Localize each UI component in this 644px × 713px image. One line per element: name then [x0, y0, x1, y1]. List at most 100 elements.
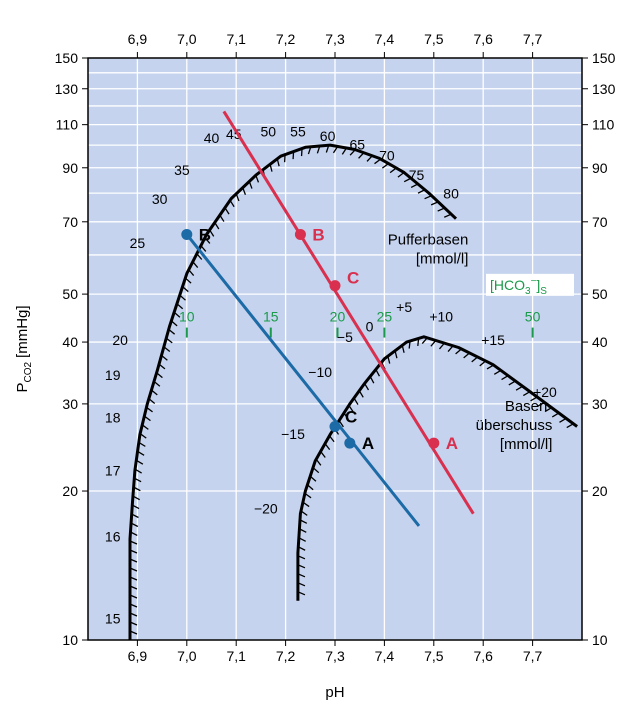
point-B2 — [294, 228, 306, 240]
series-line-line_B — [185, 233, 421, 527]
buffer-base-curve-hatch — [179, 294, 186, 301]
buffer-base-curve-hatch — [138, 441, 146, 447]
base-excess-curve-hatch — [544, 407, 552, 413]
buffer-base-curve-hatch — [242, 187, 247, 195]
buffer-base-label: 55 — [290, 124, 306, 140]
base-excess-curve-hatch — [551, 412, 560, 418]
base-excess-curve-hatch — [408, 340, 411, 349]
buffer-base-curve-hatch — [168, 328, 176, 335]
base-excess-curve-hatch — [297, 591, 306, 596]
point-C2 — [329, 280, 341, 292]
buffer-base-curve-hatch — [129, 540, 138, 545]
base-excess-curve-hatch — [358, 390, 364, 398]
annotations: Pufferbasen [mmol/l] Basen-überschuss [mmol… — [388, 231, 553, 453]
point-B1 — [181, 228, 193, 240]
point-label-A1: A — [362, 434, 374, 453]
buffer-base-label: 35 — [174, 162, 190, 178]
buffer-base-curve-hatch — [136, 459, 144, 465]
bicarbonate-tick-label: 25 — [377, 309, 393, 325]
y-tick-label-left: 150 — [55, 50, 79, 66]
buffer-base-curve-hatch — [255, 174, 260, 183]
buffer-base-label: 15 — [105, 610, 121, 626]
base-excess-label: +10 — [429, 309, 453, 325]
y-tick-label-right: 130 — [592, 81, 616, 97]
buffer-base-label: 60 — [320, 128, 336, 144]
x-tick-label-top: 7,7 — [523, 31, 543, 47]
y-tick-label-right: 40 — [592, 334, 608, 350]
buffer-base-curve-hatch — [131, 513, 139, 519]
buffer-base-curve-hatch — [129, 603, 138, 608]
x-tick-label-top: 7,5 — [424, 31, 444, 47]
base-excess-curve-hatch — [387, 356, 391, 364]
point-C1 — [329, 421, 341, 433]
y-axis-label-sub: CO2 — [23, 362, 34, 383]
buffer-base-label: 19 — [105, 367, 121, 383]
y-tick-label-right: 50 — [592, 286, 608, 302]
base-excess-curve-hatch — [364, 383, 370, 391]
base-excess-curve-hatch — [471, 356, 478, 363]
y-tick-label-right: 30 — [592, 396, 608, 412]
base-excess-curve-hatch — [394, 350, 398, 359]
x-tick-label-bottom: 7,4 — [375, 648, 395, 664]
svg-text:PCO2[mmHg]: PCO2 [mmHg] — [14, 305, 34, 392]
buffer-base-curve-hatch — [132, 495, 140, 501]
point-A1 — [344, 437, 356, 449]
buffer-base-curve-hatch — [443, 213, 452, 218]
x-tick-label-bottom: 7,7 — [523, 648, 543, 664]
point-label-B2: B — [312, 225, 324, 244]
base-excess-curve-hatch — [566, 423, 574, 429]
point-label-A2: A — [446, 434, 458, 453]
buffer-base-label: 65 — [349, 136, 365, 152]
buffer-base-curve-hatch — [269, 164, 273, 172]
buffer-base-curve-hatch — [196, 253, 203, 260]
curve-labels: 15 16 17 18 19 20 25 30 35 40 45 50 55 60 65 70 75 80 −20 −… — [105, 124, 557, 627]
buffer-base-curve-hatch — [153, 380, 161, 387]
buffer-base-curve-hatch — [403, 177, 412, 183]
buffer-base-curve-hatch — [129, 576, 138, 581]
buffer-base-curve-hatch — [229, 199, 235, 208]
basenueberschuss-title-line: Basen- — [505, 398, 553, 415]
buffer-base-curve-hatch — [151, 389, 158, 396]
buffer-base-curve-hatch — [248, 181, 253, 189]
y-axis-label-main: P — [14, 383, 31, 393]
buffer-base-curve-hatch — [188, 269, 195, 276]
buffer-base-label: 50 — [261, 124, 277, 140]
buffer-base-curve-hatch — [134, 468, 142, 474]
base-excess-curve-hatch — [298, 537, 306, 542]
x-tick-label-top: 7,4 — [375, 31, 395, 47]
x-axis-label: pH — [325, 684, 344, 701]
base-excess-curve-hatch — [309, 475, 317, 482]
buffer-base-curve-hatch — [307, 146, 312, 155]
y-tick-label-left: 130 — [55, 81, 79, 97]
buffer-base-curve-hatch — [200, 245, 207, 252]
buffer-base-label: 18 — [105, 410, 121, 426]
plot-frame — [87, 57, 583, 641]
x-tick-label-bottom: 7,5 — [424, 648, 444, 664]
base-excess-curve-hatch — [302, 501, 310, 508]
y-tick-label-left: 10 — [62, 632, 78, 648]
base-excess-curve-hatch — [479, 360, 486, 367]
x-tick-label-top: 7,6 — [473, 31, 493, 47]
buffer-base-curve-hatch — [148, 398, 156, 405]
buffer-base-label: 20 — [112, 332, 128, 348]
base-excess-curve-hatch — [348, 405, 354, 413]
buffer-base-label: 17 — [105, 462, 121, 478]
buffer-base-curve-hatch — [341, 147, 348, 155]
buffer-base-curve-hatch — [316, 145, 321, 154]
base-excess-curve-hatch — [328, 435, 335, 443]
base-excess-label: +20 — [533, 384, 557, 400]
buffer-base-curve-hatch — [397, 172, 405, 178]
point-label-B1: B — [199, 225, 211, 244]
x-tick-label-bottom: 7,3 — [325, 648, 345, 664]
buffer-base-curve-hatch — [219, 214, 225, 222]
base-excess-curve-hatch — [353, 397, 359, 405]
base-excess-curve-hatch — [438, 342, 445, 350]
buffer-base-label: 75 — [409, 167, 425, 183]
base-excess-curve-hatch — [530, 396, 538, 402]
buffer-base-curve-hatch — [141, 424, 149, 430]
buffer-base-label: 30 — [152, 191, 168, 207]
buffer-base-curve-hatch — [358, 152, 365, 159]
bicarbonate-tick-label: 10 — [179, 309, 195, 325]
base-excess-curve-hatch — [343, 412, 349, 420]
